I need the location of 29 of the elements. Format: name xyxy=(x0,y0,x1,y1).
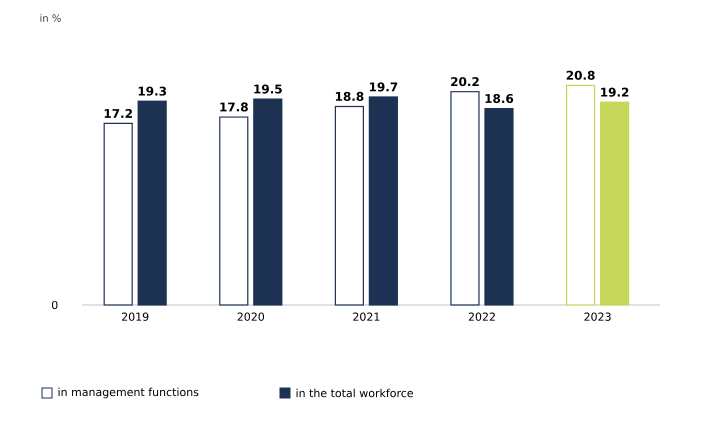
bar xyxy=(600,102,630,306)
bar xyxy=(368,96,398,306)
x-tick-label: 2022 xyxy=(468,312,495,321)
data-label: 17.8 xyxy=(220,102,248,112)
x-tick-label: 2020 xyxy=(238,312,264,321)
data-label: 20.8 xyxy=(566,70,595,80)
data-label: 17.2 xyxy=(104,108,132,118)
data-label: 19.2 xyxy=(601,88,628,97)
text: 0 xyxy=(52,300,58,310)
data-label: 18.8 xyxy=(336,92,364,101)
data-label: 19.7 xyxy=(370,82,398,92)
data-label: 19.5 xyxy=(254,84,282,94)
data-label: 20.2 xyxy=(451,77,479,86)
legend-label: in management functions xyxy=(58,388,198,398)
bar xyxy=(138,100,167,306)
bar xyxy=(253,98,282,306)
bar xyxy=(450,91,480,306)
bar xyxy=(104,122,133,306)
legend-label: in the total workforce xyxy=(296,388,413,398)
bar xyxy=(566,84,596,306)
data-label: 19.3 xyxy=(138,86,166,96)
x-tick-label: 2019 xyxy=(122,312,148,321)
bar xyxy=(334,106,364,306)
x-tick-label: 2023 xyxy=(584,312,611,321)
x-tick-label: 2021 xyxy=(353,312,380,321)
bar xyxy=(484,108,514,306)
data-label: 18.6 xyxy=(486,94,514,104)
text: in % xyxy=(40,14,61,22)
bar xyxy=(219,116,248,306)
